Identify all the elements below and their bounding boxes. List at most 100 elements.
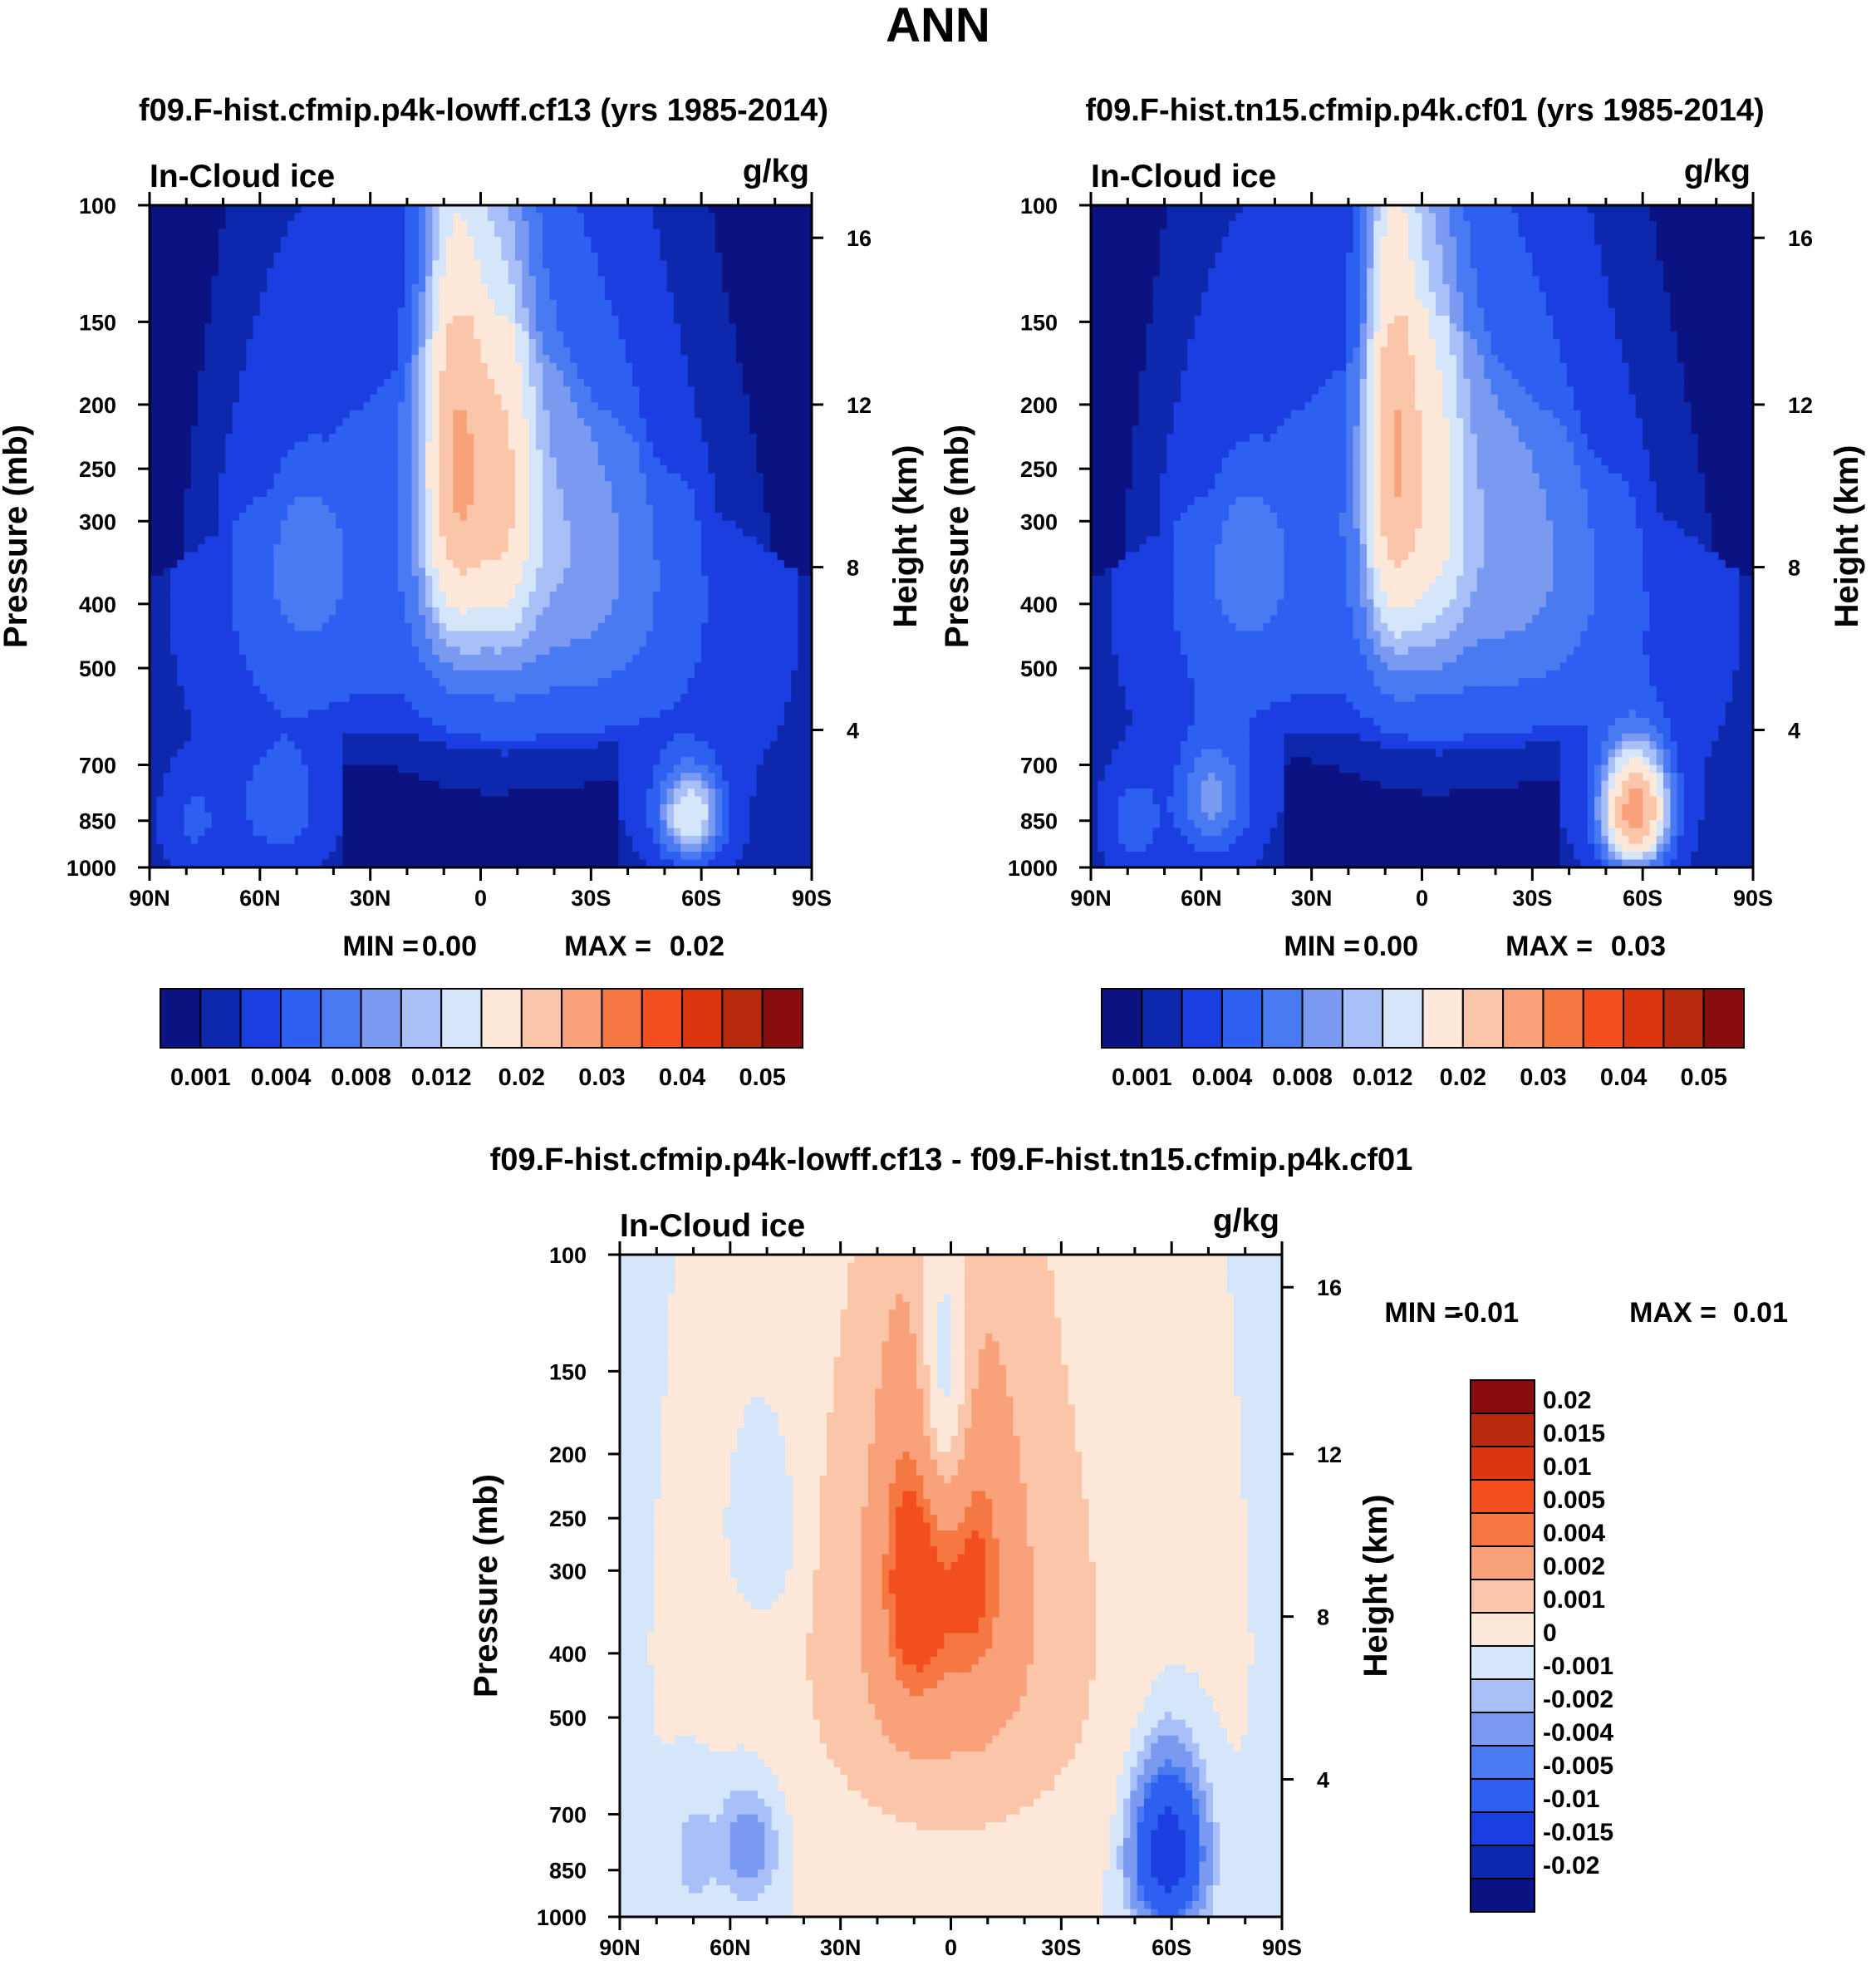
contour-cell <box>577 513 585 522</box>
contour-cell <box>225 567 233 577</box>
contour-cell <box>543 236 551 246</box>
contour-cell <box>632 213 641 222</box>
contour-cell <box>280 386 288 396</box>
contour-cell <box>163 323 171 332</box>
contour-cell <box>466 599 474 608</box>
contour-cell <box>376 567 385 577</box>
contour-cell <box>280 292 288 301</box>
contour-cell <box>729 457 737 466</box>
contour-cell <box>198 228 206 238</box>
contour-cell <box>232 292 240 301</box>
contour-cell <box>715 307 723 317</box>
contour-cell <box>315 513 323 522</box>
contour-cell <box>287 607 295 616</box>
contour-cell <box>694 457 702 466</box>
contour-cell <box>301 276 309 285</box>
contour-cell <box>584 331 592 340</box>
contour-cell <box>756 371 764 380</box>
contour-cell <box>646 252 654 262</box>
contour-cell <box>384 552 392 561</box>
contour-cell <box>315 371 323 380</box>
contour-cell <box>225 418 233 427</box>
contour-cell <box>322 489 330 498</box>
contour-cell <box>742 465 750 474</box>
contour-cell <box>501 425 509 435</box>
contour-cell <box>163 497 171 506</box>
contour-cell <box>225 489 233 498</box>
contour-cell <box>632 315 641 324</box>
contour-cell <box>198 520 206 529</box>
contour-cell <box>729 323 737 332</box>
contour-cell <box>798 371 806 380</box>
contour-cell <box>169 591 178 601</box>
contour-cell <box>190 599 199 608</box>
contour-cell <box>184 252 192 262</box>
contour-cell <box>259 331 268 340</box>
contour-cell <box>749 205 758 214</box>
contour-cell <box>577 567 585 577</box>
contour-cell <box>390 441 399 450</box>
contour-cell <box>528 473 537 482</box>
contour-cell <box>653 362 661 371</box>
contour-cell <box>660 543 668 553</box>
contour-cell <box>742 536 750 545</box>
contour-cell <box>356 355 364 364</box>
contour-cell <box>618 213 626 222</box>
contour-cell <box>466 315 474 324</box>
contour-cell <box>770 575 778 585</box>
contour-cell <box>673 394 681 403</box>
contour-cell <box>342 268 351 277</box>
contour-cell <box>735 220 744 230</box>
contour-cell <box>190 607 199 616</box>
contour-cell <box>777 543 785 553</box>
contour-cell <box>411 394 420 403</box>
contour-cell <box>204 457 213 466</box>
contour-cell <box>770 346 778 356</box>
contour-cell <box>528 346 537 356</box>
contour-cell <box>307 268 316 277</box>
contour-cell <box>666 292 675 301</box>
contour-cell <box>597 371 606 380</box>
contour-cell <box>783 528 792 538</box>
contour-cell <box>459 543 468 553</box>
contour-cell <box>190 543 199 553</box>
contour-cell <box>715 418 723 427</box>
contour-cell <box>342 441 351 450</box>
contour-cell <box>646 276 654 285</box>
contour-cell <box>390 371 399 380</box>
contour-cell <box>508 394 516 403</box>
contour-cell <box>439 473 447 482</box>
contour-cell <box>287 299 295 308</box>
contour-cell <box>267 450 275 459</box>
contour-cell <box>150 441 157 450</box>
contour-cell <box>363 220 371 230</box>
contour-cell <box>342 489 351 498</box>
contour-cell <box>439 559 447 569</box>
contour-cell <box>349 559 357 569</box>
contour-cell <box>459 260 468 269</box>
contour-cell <box>791 268 798 277</box>
contour-cell <box>301 283 309 292</box>
contour-cell <box>770 497 778 506</box>
contour-cell <box>756 434 764 443</box>
contour-cell <box>770 220 778 230</box>
contour-cell <box>405 513 413 522</box>
contour-cell <box>570 434 578 443</box>
contour-cell <box>411 205 420 214</box>
contour-cell <box>770 299 778 308</box>
contour-cell <box>211 513 219 522</box>
contour-cell <box>480 228 489 238</box>
contour-cell <box>798 362 806 371</box>
contour-cell <box>556 591 564 601</box>
contour-cell <box>660 339 668 348</box>
contour-cell <box>253 299 261 308</box>
contour-cell <box>715 520 723 529</box>
contour-cell <box>439 213 447 222</box>
contour-cell <box>528 543 537 553</box>
contour-cell <box>376 276 385 285</box>
contour-cell <box>163 489 171 498</box>
contour-cell <box>632 575 641 585</box>
contour-cell <box>253 394 261 403</box>
contour-cell <box>480 528 489 538</box>
contour-cell <box>273 607 282 616</box>
